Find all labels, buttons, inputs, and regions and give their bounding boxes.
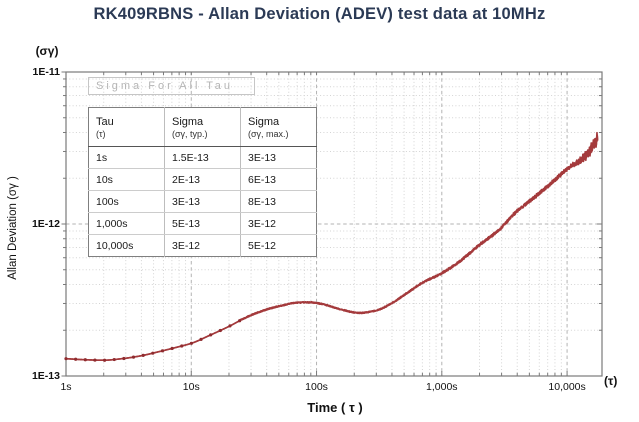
sigma-table: Tau (τ) Sigma (σγ, typ.) Sigma (σγ, max.) 1s 1… (88, 107, 317, 257)
sigma-overlay-label: Sigma For All Tau (96, 80, 234, 92)
table-cell: 3E-13 (164, 190, 241, 213)
table-row: 1s 1.5E-13 3E-13 (88, 146, 317, 169)
sigma-table-body: 1s 1.5E-13 3E-13 10s 2E-13 6E-13 100s 3E-13 8E-1… (88, 146, 317, 257)
x-axis-title: Time ( τ ) (307, 400, 363, 415)
y-tick-label: 1E-11 (32, 66, 60, 78)
sigma-table-header-cell: Sigma (σγ, typ.) (164, 107, 241, 147)
table-cell: 2E-13 (164, 168, 241, 191)
table-cell: 1,000s (88, 212, 165, 235)
table-cell: 1s (88, 146, 165, 169)
y-tick-label: 1E-12 (31, 218, 60, 230)
table-row: 10,000s 3E-12 5E-12 (88, 234, 317, 257)
table-cell: 3E-12 (240, 212, 317, 235)
table-cell: 1.5E-13 (164, 146, 241, 169)
sigma-table-header-cell: Sigma (σγ, max.) (240, 107, 317, 147)
table-cell: 100s (88, 190, 165, 213)
table-cell: 3E-12 (164, 234, 241, 257)
sigma-table-header: Tau (τ) Sigma (σγ, typ.) Sigma (σγ, max.) (88, 107, 317, 147)
page-title: RK409RBNS - Allan Deviation (ADEV) test … (93, 5, 546, 23)
x-tick-label: 1,000s (426, 381, 458, 393)
table-cell: 8E-13 (240, 190, 317, 213)
x-tick-label: 10,000s (548, 381, 586, 393)
x-axis-unit-label: (τ) (604, 374, 618, 388)
table-row: 10s 2E-13 6E-13 (88, 168, 317, 191)
sigma-table-header-cell: Tau (τ) (88, 107, 165, 147)
x-tick-label: 10s (182, 381, 200, 393)
table-row: 1,000s 5E-13 3E-12 (88, 212, 317, 235)
table-row: 100s 3E-13 8E-13 (88, 190, 317, 213)
table-cell: 5E-12 (248, 239, 277, 252)
x-tick-label: 1s (60, 381, 72, 393)
x-tick-label: 100s (305, 381, 328, 393)
sigma-overlay-box: Sigma For All Tau (88, 77, 255, 95)
table-cell: 10,000s (88, 234, 165, 257)
table-cell: 3E-13 (240, 146, 317, 169)
table-cell: 6E-13 (240, 168, 317, 191)
table-cell: 10s (88, 168, 165, 191)
table-cell: 5E-13 (164, 212, 241, 235)
y-axis-unit-label: (σγ) (35, 44, 59, 58)
y-tick-label: 1E-13 (31, 370, 60, 382)
